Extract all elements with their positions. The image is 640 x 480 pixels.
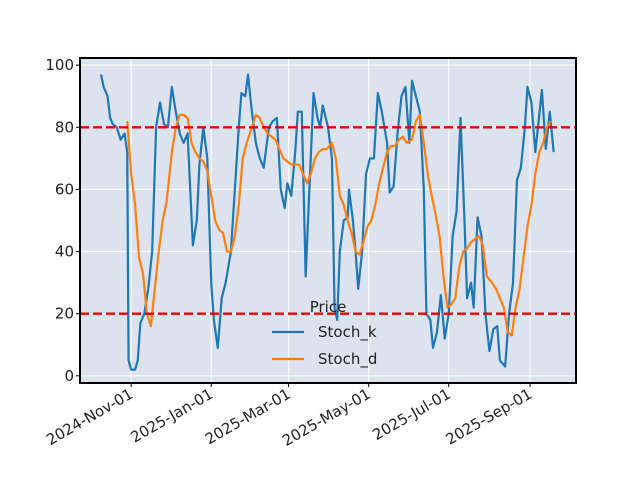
y-tick-label: 40 [55, 243, 74, 261]
y-tick-label: 60 [55, 180, 74, 198]
y-tick-label: 0 [64, 367, 74, 385]
legend-label: Stoch_k [318, 323, 377, 342]
y-tick-label: 80 [55, 118, 74, 136]
series-line [126, 113, 552, 337]
legend-title: Price [310, 298, 347, 316]
axes-frame [79, 57, 577, 384]
legend-label: Stoch_d [318, 350, 377, 369]
y-tick-label: 100 [45, 56, 74, 74]
y-tick-label: 20 [55, 305, 74, 323]
